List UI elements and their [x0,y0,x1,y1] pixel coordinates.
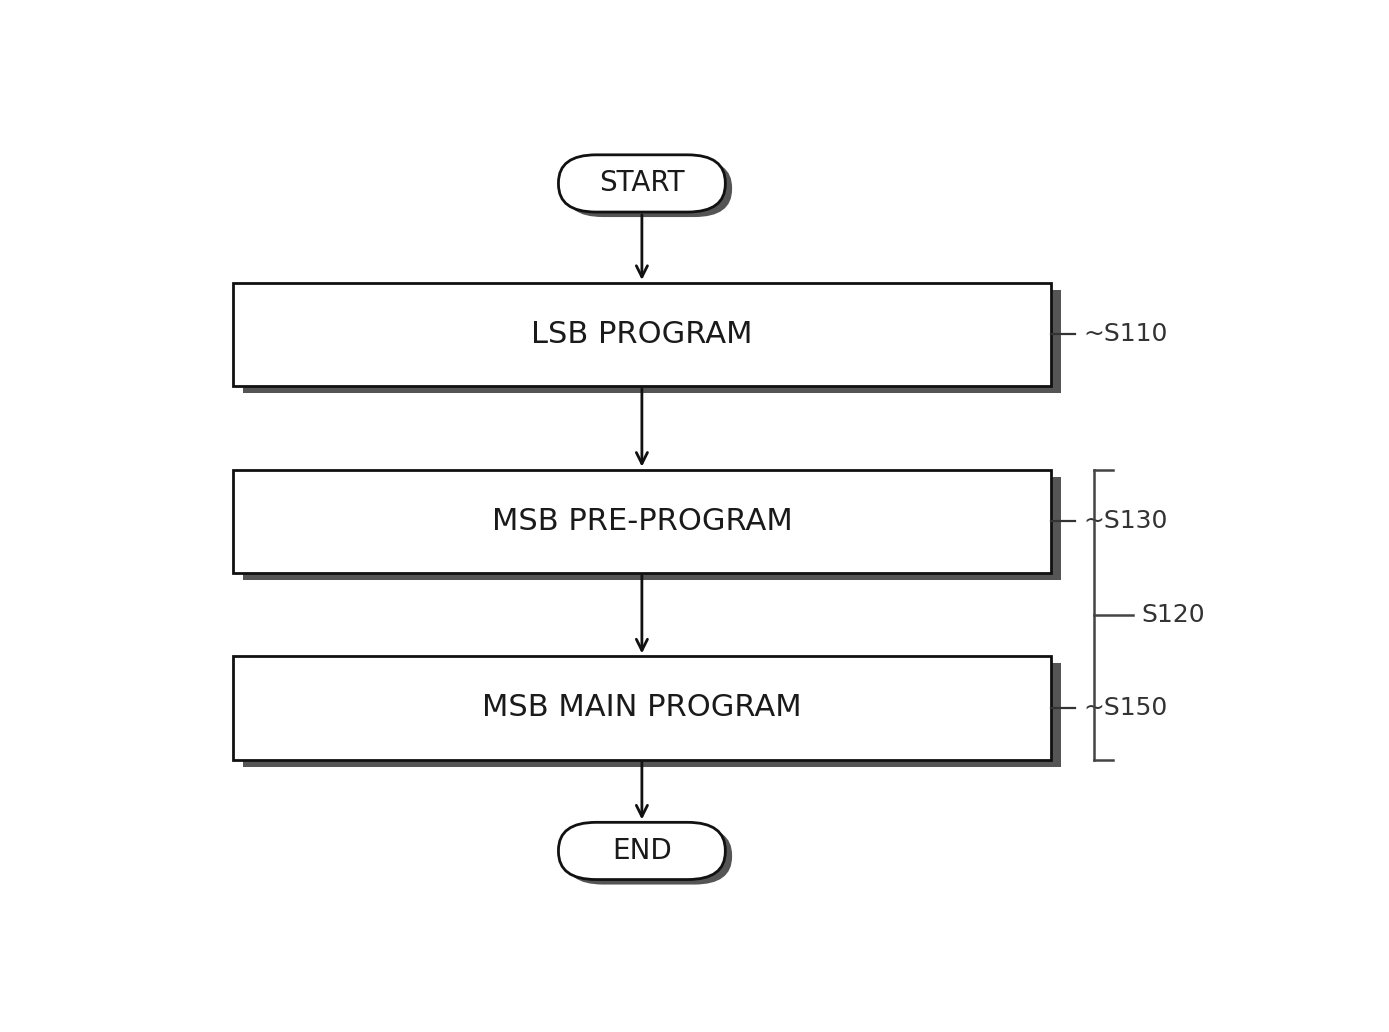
Bar [233,283,1051,386]
Text: START: START [599,169,685,197]
FancyBboxPatch shape [565,160,732,217]
Text: MSB MAIN PROGRAM: MSB MAIN PROGRAM [482,694,801,722]
Bar [243,290,1061,393]
FancyBboxPatch shape [565,828,732,884]
Text: ~S130: ~S130 [1083,509,1168,534]
Text: LSB PROGRAM: LSB PROGRAM [531,320,753,349]
Text: ~S110: ~S110 [1083,322,1168,347]
Bar [233,470,1051,573]
Text: MSB PRE-PROGRAM: MSB PRE-PROGRAM [492,507,792,536]
Text: S120: S120 [1142,603,1206,626]
Text: ~S150: ~S150 [1083,696,1168,720]
FancyBboxPatch shape [558,823,725,879]
Text: END: END [613,837,672,865]
Bar [243,477,1061,580]
Bar [243,664,1061,767]
FancyBboxPatch shape [558,155,725,212]
Bar [233,656,1051,760]
